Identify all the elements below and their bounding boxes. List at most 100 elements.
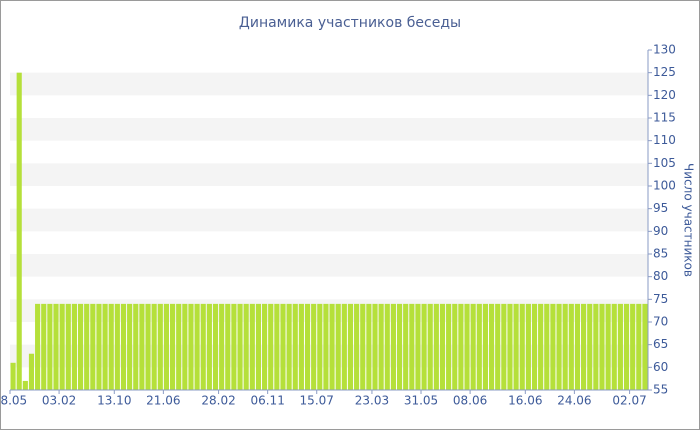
x-tick-label: 03.02 xyxy=(42,394,76,408)
bar xyxy=(446,303,452,390)
bar xyxy=(96,303,102,390)
bar xyxy=(237,303,243,390)
bar xyxy=(617,303,623,390)
bar xyxy=(317,303,323,390)
y-tick-label: 100 xyxy=(653,179,676,193)
bar xyxy=(458,303,464,390)
bar xyxy=(347,303,354,390)
bar xyxy=(623,303,630,390)
bar xyxy=(53,303,59,390)
bar xyxy=(163,303,169,390)
bar xyxy=(531,303,538,390)
grid-band xyxy=(10,344,648,368)
bar xyxy=(219,303,225,390)
bar xyxy=(556,303,562,390)
bar xyxy=(249,303,255,390)
bar xyxy=(507,303,513,390)
bar xyxy=(599,303,605,390)
y-tick-label: 70 xyxy=(653,315,668,329)
bar xyxy=(188,303,194,390)
bar xyxy=(489,303,495,390)
bar xyxy=(280,303,286,390)
bar xyxy=(200,303,206,390)
bar xyxy=(206,303,212,390)
x-tick-label: 23.03 xyxy=(355,394,389,408)
y-axis-label: Число участников xyxy=(682,163,696,277)
grid-band xyxy=(10,118,648,141)
bar xyxy=(360,303,366,390)
bar xyxy=(298,303,304,390)
bar xyxy=(243,303,249,390)
x-tick-label: 13.10 xyxy=(97,394,131,408)
x-tick-label: 24.06 xyxy=(557,394,591,408)
bar xyxy=(433,303,439,390)
x-tick-label: 28.05 xyxy=(0,394,27,408)
y-tick-label: 110 xyxy=(653,133,676,147)
x-tick-label: 16.06 xyxy=(508,394,542,408)
bar xyxy=(464,303,470,390)
bar xyxy=(182,303,188,390)
x-tick-label: 06.11 xyxy=(250,394,284,408)
bar xyxy=(390,303,396,390)
bar xyxy=(587,303,593,390)
bar xyxy=(176,303,182,390)
bar xyxy=(231,303,237,390)
grid-band xyxy=(10,299,648,322)
bar xyxy=(323,303,329,390)
bar xyxy=(90,303,96,390)
bar xyxy=(354,303,360,390)
bar xyxy=(71,303,77,390)
bar xyxy=(22,380,28,390)
bar xyxy=(157,303,163,390)
bar xyxy=(10,362,16,390)
bar xyxy=(630,303,636,390)
bar xyxy=(47,303,53,390)
bar xyxy=(286,303,292,390)
bar xyxy=(409,303,415,390)
bar xyxy=(329,303,335,390)
bar xyxy=(501,303,507,390)
bar xyxy=(452,303,458,390)
y-tick-label: 80 xyxy=(653,269,668,283)
bar xyxy=(335,303,341,390)
y-tick-label: 75 xyxy=(653,292,668,306)
y-tick-label: 105 xyxy=(653,156,676,170)
bar xyxy=(513,303,519,390)
bar xyxy=(519,303,525,390)
x-tick-label: 15.07 xyxy=(300,394,334,408)
y-tick-label: 85 xyxy=(653,247,668,261)
bar xyxy=(562,303,568,390)
bar xyxy=(65,303,71,390)
bar xyxy=(16,72,22,391)
grid-band xyxy=(10,72,648,96)
bar xyxy=(378,303,384,390)
bar xyxy=(605,303,611,390)
bar xyxy=(568,303,574,390)
y-tick-label: 90 xyxy=(653,224,668,238)
bar xyxy=(396,303,403,390)
bar xyxy=(421,303,427,390)
bar xyxy=(415,303,421,390)
bar xyxy=(642,303,648,390)
bar xyxy=(59,303,65,390)
bar xyxy=(304,303,311,390)
y-tick-label: 60 xyxy=(653,360,668,374)
x-tick-label: 21.06 xyxy=(146,394,180,408)
bar xyxy=(114,303,120,390)
bar xyxy=(544,303,550,390)
bar xyxy=(341,303,347,390)
bar xyxy=(170,303,176,390)
bar xyxy=(268,303,274,390)
bar xyxy=(194,303,200,390)
bar xyxy=(470,303,476,390)
y-tick-label: 95 xyxy=(653,201,668,215)
bar xyxy=(311,303,317,390)
chart-title: Динамика участников беседы xyxy=(239,15,461,31)
bar xyxy=(476,303,482,390)
bar xyxy=(593,303,599,390)
bar xyxy=(262,303,268,390)
grid-band xyxy=(10,163,648,186)
bar xyxy=(384,303,390,390)
bar xyxy=(372,303,378,390)
x-tick-label: 31.05 xyxy=(404,394,438,408)
